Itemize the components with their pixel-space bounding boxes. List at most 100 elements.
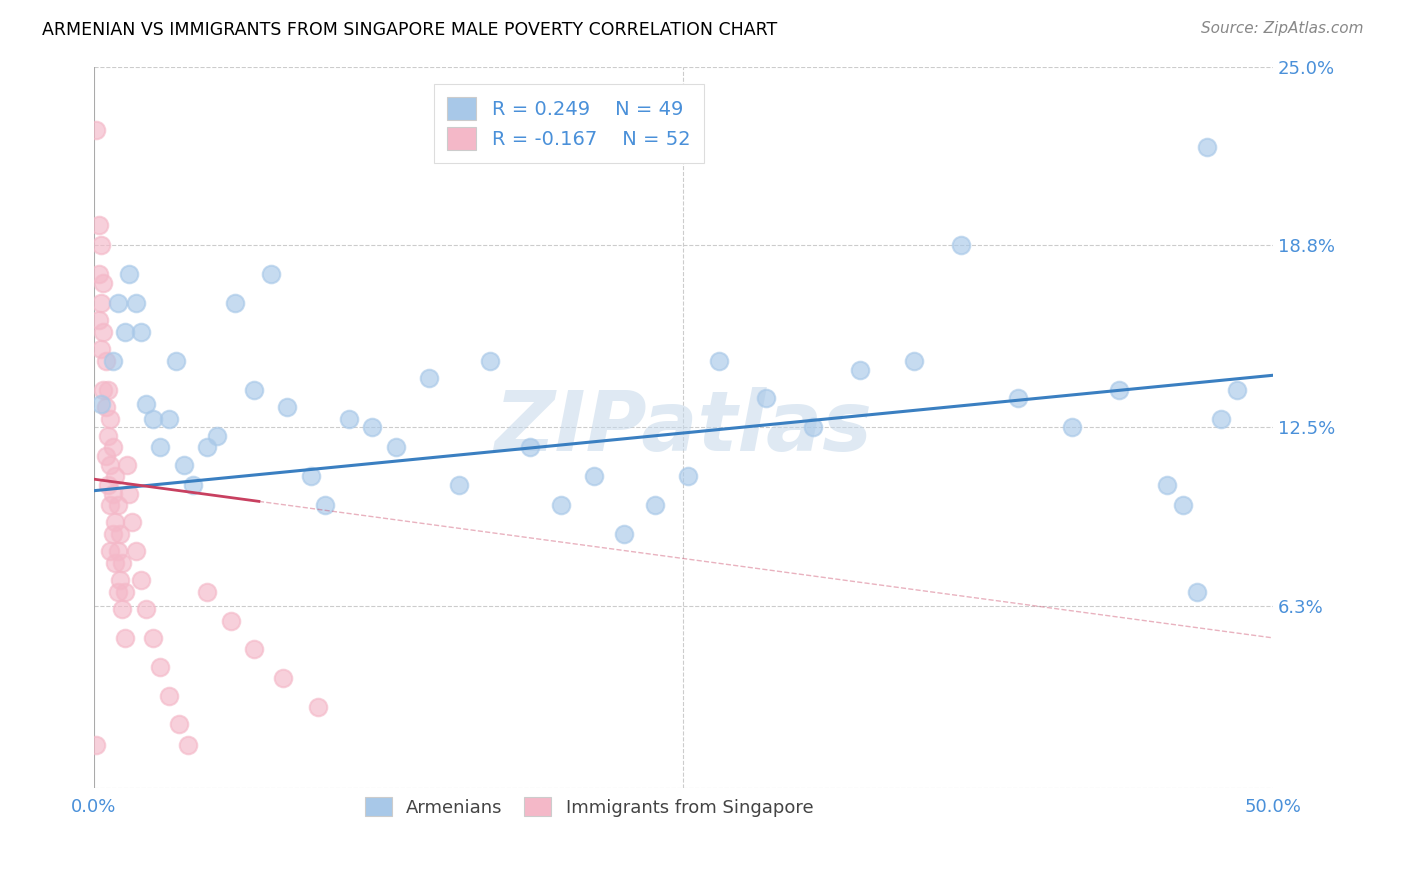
Point [337, 411, 360, 425]
Point [101, 441, 124, 455]
Point [361, 420, 384, 434]
Legend: Armenians, Immigrants from Singapore: Armenians, Immigrants from Singapore [356, 789, 823, 826]
Point [97, 429, 120, 443]
Point [100, 498, 122, 512]
Point [519, 441, 541, 455]
Point [613, 527, 636, 541]
Point [107, 544, 129, 558]
Point [101, 486, 124, 500]
Point [90, 238, 112, 252]
Point [93, 276, 115, 290]
Point [142, 631, 165, 645]
Point [101, 527, 124, 541]
Point [676, 469, 699, 483]
Point [550, 498, 572, 512]
Point [90, 296, 112, 310]
Point [755, 392, 778, 406]
Point [135, 602, 157, 616]
Point [582, 469, 605, 483]
Point [93, 383, 115, 397]
Point [849, 362, 872, 376]
Point [129, 325, 152, 339]
Point [644, 498, 666, 512]
Point [107, 584, 129, 599]
Point [90, 397, 112, 411]
Point [801, 420, 824, 434]
Point [224, 296, 246, 310]
Point [314, 498, 336, 512]
Point [271, 671, 294, 685]
Point [1226, 383, 1249, 397]
Point [260, 268, 283, 282]
Point [195, 441, 218, 455]
Point [903, 354, 925, 368]
Point [167, 717, 190, 731]
Point [149, 659, 172, 673]
Point [118, 486, 141, 500]
Point [157, 689, 180, 703]
Point [1195, 140, 1218, 154]
Point [205, 429, 228, 443]
Point [307, 700, 329, 714]
Point [1156, 478, 1178, 492]
Point [93, 325, 115, 339]
Point [125, 544, 148, 558]
Point [108, 573, 131, 587]
Point [101, 354, 124, 368]
Point [243, 383, 266, 397]
Point [87, 219, 110, 233]
Point [299, 469, 322, 483]
Point [87, 313, 110, 327]
Point [478, 354, 501, 368]
Point [1171, 498, 1194, 512]
Point [173, 458, 195, 472]
Point [94, 400, 117, 414]
Point [1187, 584, 1209, 599]
Point [107, 498, 129, 512]
Point [177, 738, 200, 752]
Point [114, 584, 136, 599]
Point [114, 631, 136, 645]
Text: Source: ZipAtlas.com: Source: ZipAtlas.com [1201, 21, 1364, 36]
Point [118, 268, 141, 282]
Point [121, 516, 143, 530]
Point [100, 544, 122, 558]
Point [111, 602, 134, 616]
Point [84, 123, 107, 137]
Point [100, 411, 122, 425]
Point [1108, 383, 1130, 397]
Point [165, 354, 187, 368]
Point [1062, 420, 1084, 434]
Point [129, 573, 152, 587]
Point [115, 458, 138, 472]
Text: ZIPatlas: ZIPatlas [495, 387, 872, 467]
Point [243, 642, 266, 657]
Point [100, 458, 122, 472]
Point [276, 400, 298, 414]
Point [1209, 411, 1232, 425]
Point [181, 478, 204, 492]
Point [114, 325, 136, 339]
Point [108, 527, 131, 541]
Point [950, 238, 973, 252]
Text: ARMENIAN VS IMMIGRANTS FROM SINGAPORE MALE POVERTY CORRELATION CHART: ARMENIAN VS IMMIGRANTS FROM SINGAPORE MA… [42, 21, 778, 38]
Point [135, 397, 157, 411]
Point [87, 268, 110, 282]
Point [97, 383, 120, 397]
Point [104, 469, 127, 483]
Point [125, 296, 148, 310]
Point [90, 343, 112, 357]
Point [94, 354, 117, 368]
Point [149, 441, 172, 455]
Point [418, 371, 440, 385]
Point [219, 614, 242, 628]
Point [195, 584, 218, 599]
Point [84, 738, 107, 752]
Point [384, 441, 406, 455]
Point [104, 556, 127, 570]
Point [142, 411, 165, 425]
Point [449, 478, 471, 492]
Point [97, 478, 120, 492]
Point [94, 449, 117, 463]
Point [104, 516, 127, 530]
